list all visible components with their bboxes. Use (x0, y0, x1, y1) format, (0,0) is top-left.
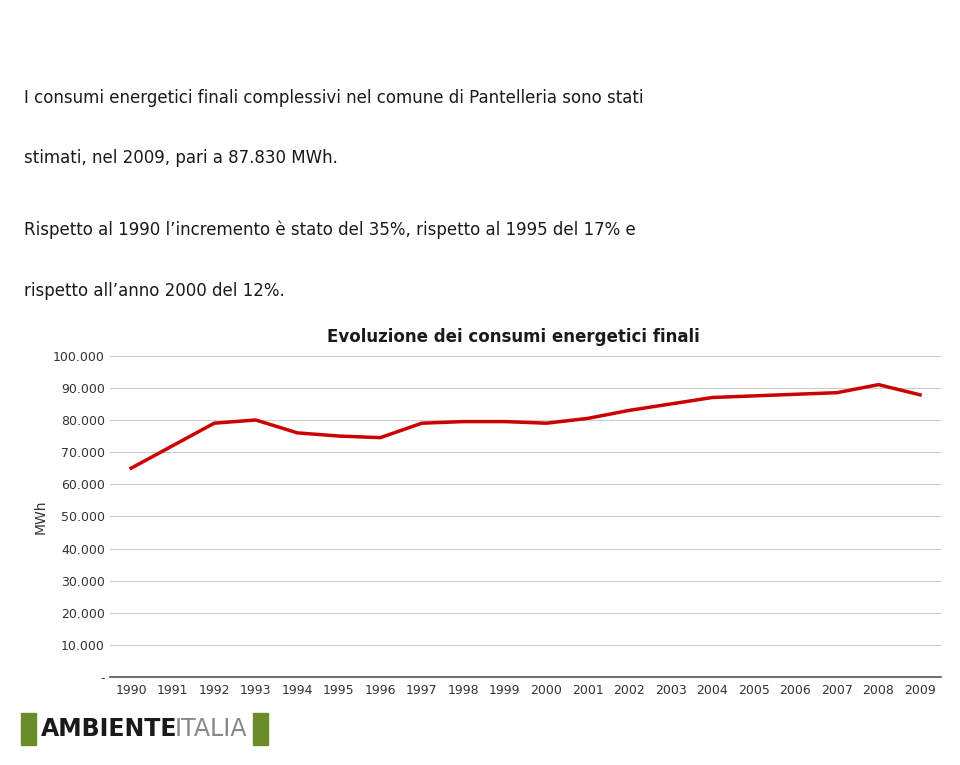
Text: Rispetto al 1990 l’incremento è stato del 35%, rispetto al 1995 del 17% e: Rispetto al 1990 l’incremento è stato de… (24, 221, 636, 239)
Text: stimati, nel 2009, pari a 87.830 MWh.: stimati, nel 2009, pari a 87.830 MWh. (24, 149, 338, 168)
Bar (21, 713, 36, 745)
Text: AMBIENTE: AMBIENTE (41, 717, 178, 741)
Text: rispetto all’anno 2000 del 12%.: rispetto all’anno 2000 del 12%. (24, 282, 285, 300)
Text: ITALIA: ITALIA (175, 717, 248, 741)
Text: Evoluzione dei consumi energetici finali: Evoluzione dei consumi energetici finali (327, 327, 700, 346)
Text: Il bilancio energetico: Il bilancio energetico (17, 18, 379, 47)
Text: I consumi energetici finali complessivi nel comune di Pantelleria sono stati: I consumi energetici finali complessivi … (24, 89, 643, 107)
Y-axis label: MWh: MWh (34, 499, 47, 534)
Bar (253, 713, 269, 745)
